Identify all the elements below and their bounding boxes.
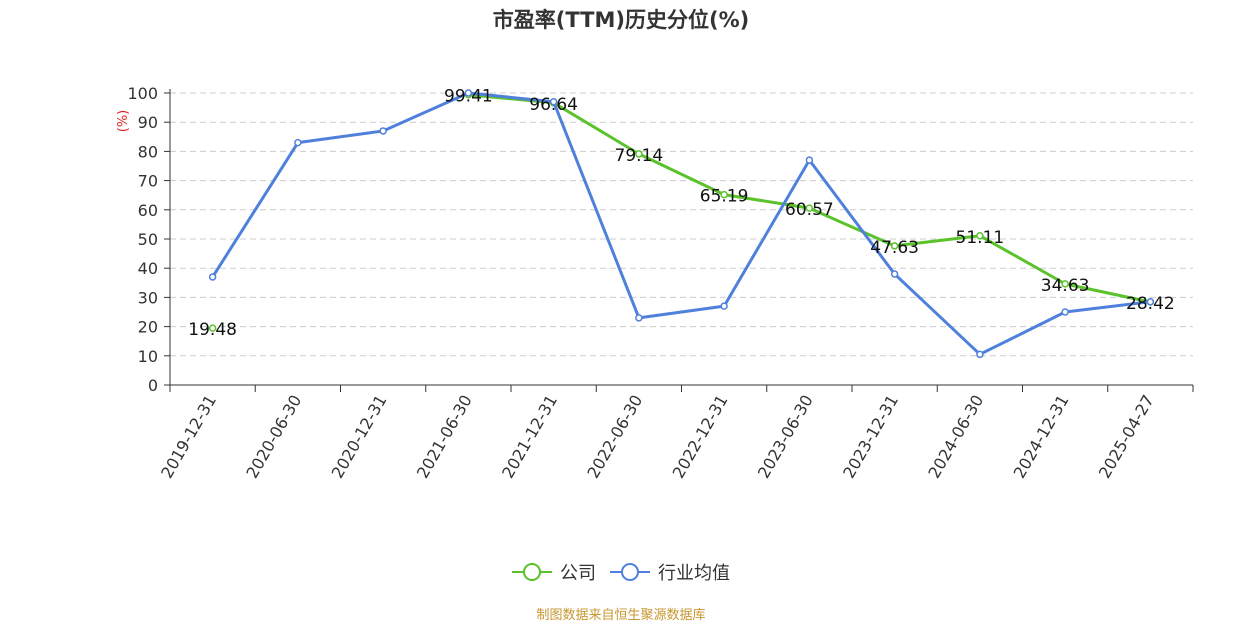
legend-swatch-industry xyxy=(610,562,650,582)
data-label-company: 96.64 xyxy=(529,95,578,115)
data-label-company: 19.48 xyxy=(188,320,237,340)
data-point-industry[interactable] xyxy=(549,98,558,106)
data-label-company: 28.42 xyxy=(1126,294,1175,314)
data-label-company: 79.14 xyxy=(615,146,664,166)
line-chart: 0 10 20 30 40 50 60 70 80 90 100 2019-12-31 2020-06… xyxy=(116,84,1194,482)
y-tick-label: 60 xyxy=(138,201,158,220)
data-labels: 19.48 99.41 96.64 79.14 65.19 60.57 47.63 51.11… xyxy=(188,87,1174,340)
data-point-industry[interactable] xyxy=(379,127,387,135)
data-point-company[interactable] xyxy=(976,232,984,240)
data-point-industry[interactable] xyxy=(1061,308,1069,316)
data-label-company: 51.11 xyxy=(956,228,1005,248)
data-point-industry[interactable] xyxy=(464,89,473,97)
axes xyxy=(164,89,1194,392)
y-tick-label: 80 xyxy=(138,142,158,161)
data-point-company[interactable] xyxy=(805,204,814,212)
x-tick-label: 2021-12-31 xyxy=(498,392,561,482)
chart-title: 市盈率(TTM)历史分位(%) xyxy=(492,8,750,32)
legend-item-company[interactable]: 公司 xyxy=(512,559,596,585)
data-point-company[interactable] xyxy=(720,190,728,199)
legend-label-company: 公司 xyxy=(560,563,596,584)
y-tick-label: 30 xyxy=(138,288,158,307)
y-tick-label: 10 xyxy=(138,347,158,366)
y-tick-label: 40 xyxy=(138,259,158,278)
grid-lines xyxy=(170,92,1193,357)
data-point-industry[interactable] xyxy=(1146,298,1155,306)
y-tick-label: 50 xyxy=(138,230,158,249)
x-tick-label: 2019-12-31 xyxy=(157,392,220,482)
x-tick-label: 2023-12-31 xyxy=(839,392,902,482)
x-tick-labels: 2019-12-31 2020-06-30 2020-12-31 2021-06-30… xyxy=(157,392,1158,482)
source-note: 制图数据来自恒生聚源数据库 xyxy=(536,608,706,623)
x-tick-label: 2022-12-31 xyxy=(669,392,732,482)
x-tick-label: 2023-06-30 xyxy=(754,392,817,482)
data-label-company: 60.57 xyxy=(785,200,834,220)
data-point-company[interactable] xyxy=(890,242,899,250)
x-tick-label: 2022-06-30 xyxy=(583,392,646,482)
data-point-industry[interactable] xyxy=(976,350,984,359)
y-tick-labels: 0 10 20 30 40 50 60 70 80 90 100 xyxy=(127,84,158,395)
data-point-industry[interactable] xyxy=(635,314,643,322)
y-tick-label: 20 xyxy=(138,318,158,337)
x-tick-label: 2020-12-31 xyxy=(328,392,391,482)
data-point-company[interactable] xyxy=(635,150,643,158)
x-tick-label: 2024-12-31 xyxy=(1010,392,1073,482)
series-line-company xyxy=(468,93,1151,304)
data-point-industry[interactable] xyxy=(890,270,899,278)
data-label-company: 65.19 xyxy=(700,187,749,207)
x-tick-label: 2025-04-27 xyxy=(1095,392,1158,482)
legend: 公司 行业均值 xyxy=(0,559,1242,585)
legend-item-industry[interactable]: 行业均值 xyxy=(610,559,730,585)
data-label-company: 47.63 xyxy=(870,238,919,258)
data-point-company[interactable] xyxy=(208,324,217,332)
y-tick-label: 100 xyxy=(127,84,158,103)
data-point-industry[interactable] xyxy=(805,156,814,164)
y-tick-label: 90 xyxy=(138,113,158,132)
data-point-industry[interactable] xyxy=(294,138,302,147)
y-tick-label: 70 xyxy=(138,172,158,191)
series-lines xyxy=(208,89,1155,359)
y-tick-label: 0 xyxy=(148,376,158,395)
x-tick-label: 2024-06-30 xyxy=(924,392,987,482)
data-point-company[interactable] xyxy=(1061,280,1069,288)
series-line-industry xyxy=(211,91,1151,356)
data-label-company: 99.41 xyxy=(444,87,493,107)
legend-label-industry: 行业均值 xyxy=(658,563,730,584)
data-label-company: 34.63 xyxy=(1041,276,1090,296)
data-point-industry[interactable] xyxy=(720,302,728,310)
legend-swatch-company xyxy=(512,562,552,582)
data-point-industry[interactable] xyxy=(208,273,217,281)
y-axis-unit-label: (%) xyxy=(116,110,131,133)
x-tick-label: 2020-06-30 xyxy=(242,392,305,482)
x-tick-label: 2021-06-30 xyxy=(413,392,476,482)
